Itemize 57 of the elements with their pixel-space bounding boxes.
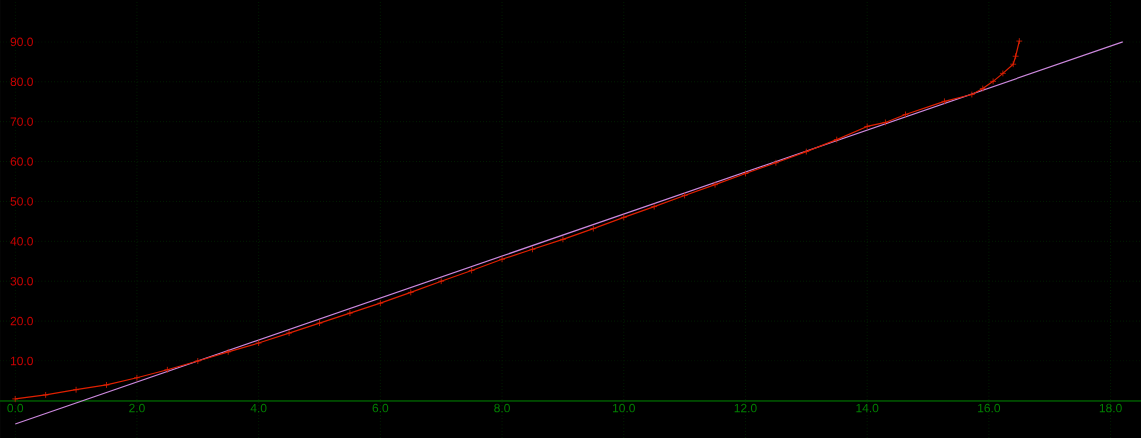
point xyxy=(498,255,506,263)
point xyxy=(742,170,749,177)
x-tick-label: 2.0 xyxy=(129,403,145,413)
point xyxy=(11,395,19,403)
y-tick-label: 30.0 xyxy=(10,276,33,286)
point xyxy=(437,277,445,285)
y-tick-label: 40.0 xyxy=(10,237,33,246)
x-tick-label: 10.0 xyxy=(613,403,635,413)
y-tick-label: 10.0 xyxy=(10,356,33,366)
point xyxy=(42,391,49,399)
point xyxy=(833,136,841,143)
x-tick-label: 0.0 xyxy=(7,403,24,413)
point xyxy=(529,245,536,253)
point xyxy=(681,192,688,199)
point xyxy=(711,181,719,189)
point xyxy=(316,319,323,327)
point xyxy=(650,203,658,210)
point xyxy=(802,148,810,155)
point xyxy=(407,289,415,296)
point xyxy=(979,85,987,92)
point xyxy=(285,329,293,337)
x-tick-label: 16.0 xyxy=(978,403,1001,413)
point xyxy=(589,225,597,232)
point xyxy=(559,236,567,243)
x-tick-label: 4.0 xyxy=(250,403,267,413)
point xyxy=(133,374,141,382)
point xyxy=(194,357,202,365)
point xyxy=(377,299,384,307)
y-tick-label: 20.0 xyxy=(10,316,33,326)
y-tick-label: 60.0 xyxy=(10,157,33,166)
y-tick-label: 80.0 xyxy=(10,77,33,87)
point xyxy=(989,78,997,85)
y-tick-label: 50.0 xyxy=(10,197,33,206)
point xyxy=(224,348,232,356)
point xyxy=(468,267,475,274)
point xyxy=(941,97,948,105)
point xyxy=(1012,52,1019,60)
x-tick-label: 18.0 xyxy=(1099,403,1122,413)
x-tick-label: 14.0 xyxy=(856,403,879,413)
point xyxy=(346,309,354,317)
point xyxy=(882,119,889,126)
point xyxy=(1009,60,1017,68)
y-tick-label: 70.0 xyxy=(10,117,33,126)
point xyxy=(863,123,871,130)
x-tick-label: 12.0 xyxy=(734,403,757,413)
point xyxy=(255,339,262,347)
point xyxy=(999,70,1007,77)
y-tick-label: 90.0 xyxy=(10,37,33,47)
point xyxy=(968,91,976,98)
x-tick-label: 6.0 xyxy=(372,403,389,413)
point xyxy=(1015,37,1023,45)
x-tick-label: 8.0 xyxy=(494,403,510,413)
point xyxy=(772,159,780,167)
point xyxy=(164,366,171,374)
point xyxy=(620,214,628,221)
point xyxy=(103,381,110,389)
point xyxy=(72,386,80,394)
